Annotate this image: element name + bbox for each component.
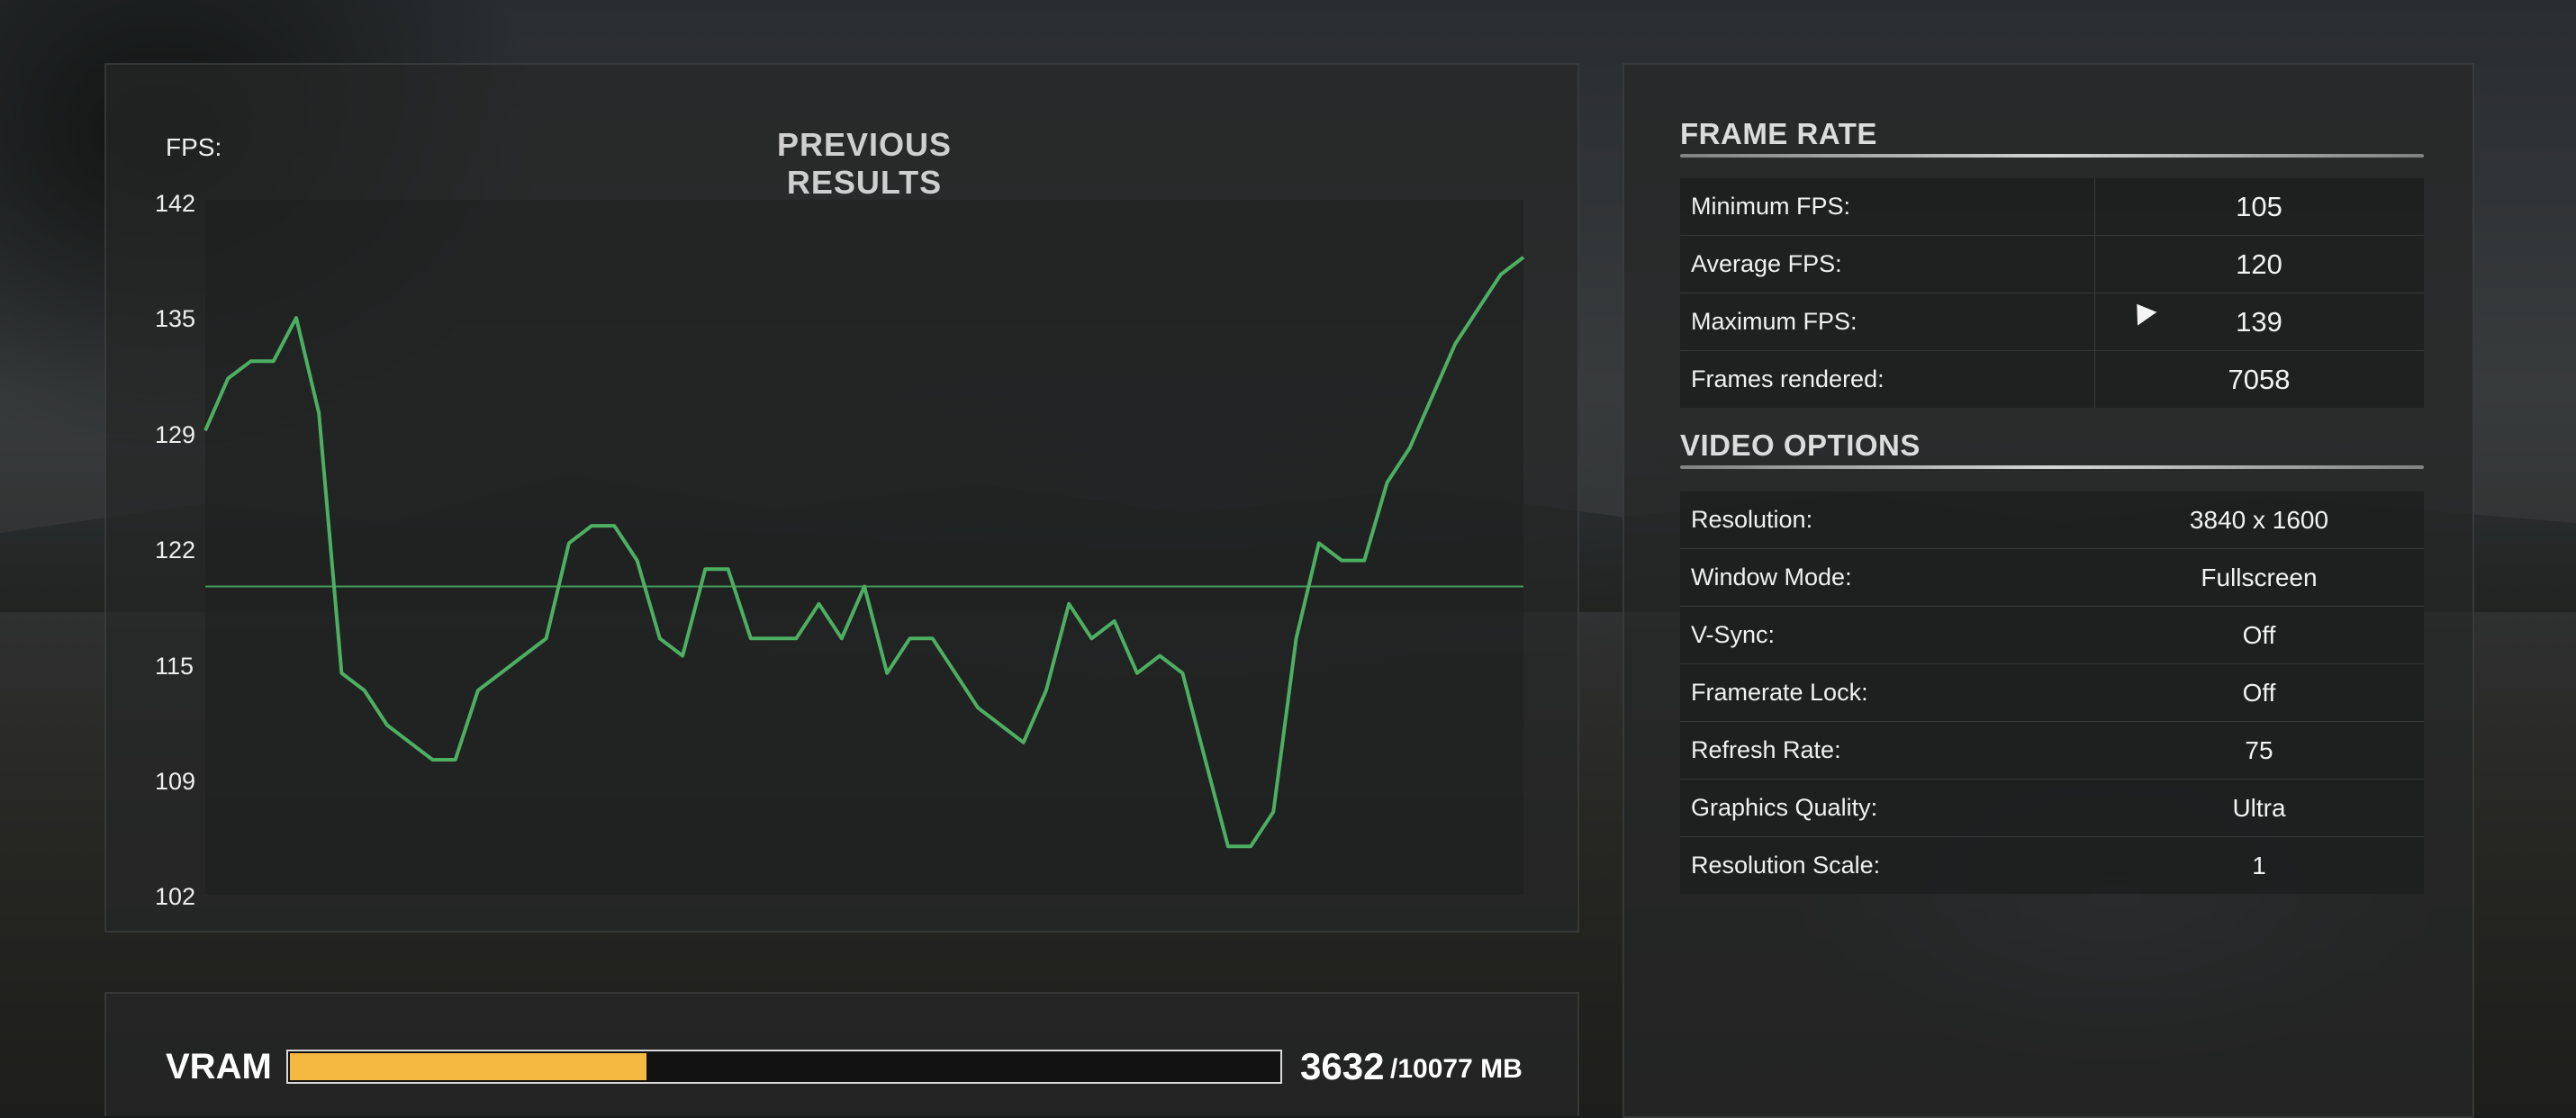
plot-area: [205, 200, 1523, 895]
maximum-fps-value: 139: [2236, 306, 2282, 338]
vsync-label: V-Sync:: [1691, 621, 1776, 648]
table-row: Maximum FPS: 139: [1680, 293, 2424, 351]
window-mode-label: Window Mode:: [1691, 564, 1852, 591]
graphics-quality-label: Graphics Quality:: [1691, 794, 1878, 821]
y-tick-label: 122: [155, 536, 196, 564]
refresh-rate-value: 75: [2245, 736, 2273, 764]
average-fps-value: 120: [2236, 248, 2282, 280]
table-row: Resolution Scale: 1: [1680, 837, 2424, 894]
framerate-lock-label: Framerate Lock:: [1691, 679, 1868, 706]
table-row: V-Sync: Off: [1680, 607, 2424, 664]
minimum-fps-value: 105: [2236, 191, 2282, 222]
frame-rate-heading: FRAME RATE: [1680, 117, 1877, 150]
window-mode-value: Fullscreen: [2201, 564, 2318, 591]
table-row: Refresh Rate: 75: [1680, 722, 2424, 780]
frame-rate-divider: [1680, 154, 2424, 158]
table-row: Graphics Quality: Ultra: [1680, 780, 2424, 837]
video-options-table: Resolution: 3840 x 1600 Window Mode: Ful…: [1680, 491, 2424, 894]
vsync-value: Off: [2242, 621, 2276, 649]
table-row: Resolution: 3840 x 1600: [1680, 491, 2424, 549]
frames-rendered-value: 7058: [2228, 364, 2291, 395]
table-row: Window Mode: Fullscreen: [1680, 549, 2424, 607]
framerate-lock-value: Off: [2242, 679, 2276, 707]
refresh-rate-label: Refresh Rate:: [1691, 736, 1841, 763]
table-row: Framerate Lock: Off: [1680, 664, 2424, 722]
resolution-value: 3840 x 1600: [2189, 506, 2329, 534]
vram-total-value: /10077 MB: [1390, 1054, 1523, 1084]
table-row: Minimum FPS: 105: [1680, 178, 2424, 236]
y-tick-label: 135: [155, 305, 196, 332]
resolution-label: Resolution:: [1691, 506, 1813, 533]
table-row: Frames rendered: 7058: [1680, 351, 2424, 408]
chart-title: PREVIOUS RESULTS: [776, 126, 953, 201]
vram-usage-fill: [290, 1053, 646, 1080]
y-tick-label: 129: [155, 421, 196, 448]
minimum-fps-label: Minimum FPS:: [1691, 193, 1851, 220]
y-tick-label: 109: [155, 768, 196, 795]
video-options-divider: [1680, 465, 2424, 469]
y-tick-label: 102: [155, 883, 196, 910]
video-options-heading: VIDEO OPTIONS: [1680, 428, 1921, 462]
graphics-quality-value: Ultra: [2232, 794, 2286, 822]
frame-rate-table: Minimum FPS: 105 Average FPS: 120 Maximu…: [1680, 178, 2424, 408]
table-row: Average FPS: 120: [1680, 236, 2424, 293]
resolution-scale-label: Resolution Scale:: [1691, 852, 1881, 879]
vram-label: VRAM: [166, 1047, 272, 1086]
average-fps-label: Average FPS:: [1691, 250, 1842, 277]
maximum-fps-label: Maximum FPS:: [1691, 308, 1857, 335]
y-tick-label: 142: [155, 190, 196, 217]
vram-used-value: 3632: [1300, 1045, 1385, 1087]
resolution-scale-value: 1: [2252, 852, 2266, 879]
y-tick-label: 115: [155, 653, 194, 680]
vram-usage-bar: [286, 1050, 1282, 1084]
y-axis-label: FPS:: [166, 133, 222, 161]
fps-series-line: [203, 256, 1525, 849]
frames-rendered-label: Frames rendered:: [1691, 365, 1885, 392]
